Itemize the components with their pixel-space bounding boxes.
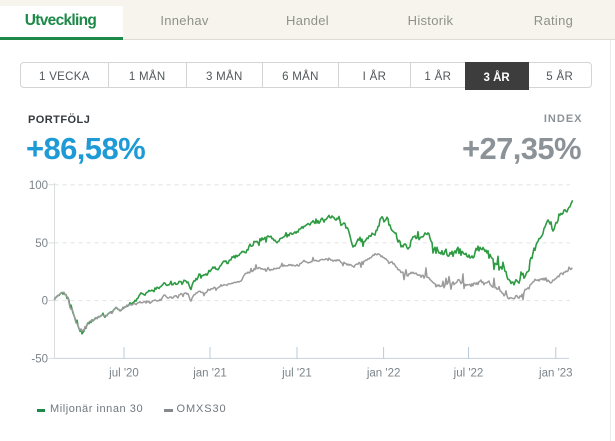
svg-text:-50: -50 [31,354,48,366]
svg-text:jul '22: jul '22 [453,368,484,380]
svg-text:0: 0 [42,296,48,308]
svg-text:jan '22: jan '22 [366,368,401,380]
svg-text:50: 50 [35,238,48,250]
svg-text:jan '21: jan '21 [192,368,227,380]
svg-text:jul '21: jul '21 [281,368,312,380]
svg-text:100: 100 [29,180,48,192]
svg-text:jul '20: jul '20 [108,368,139,380]
svg-text:jan '23: jan '23 [538,368,573,380]
